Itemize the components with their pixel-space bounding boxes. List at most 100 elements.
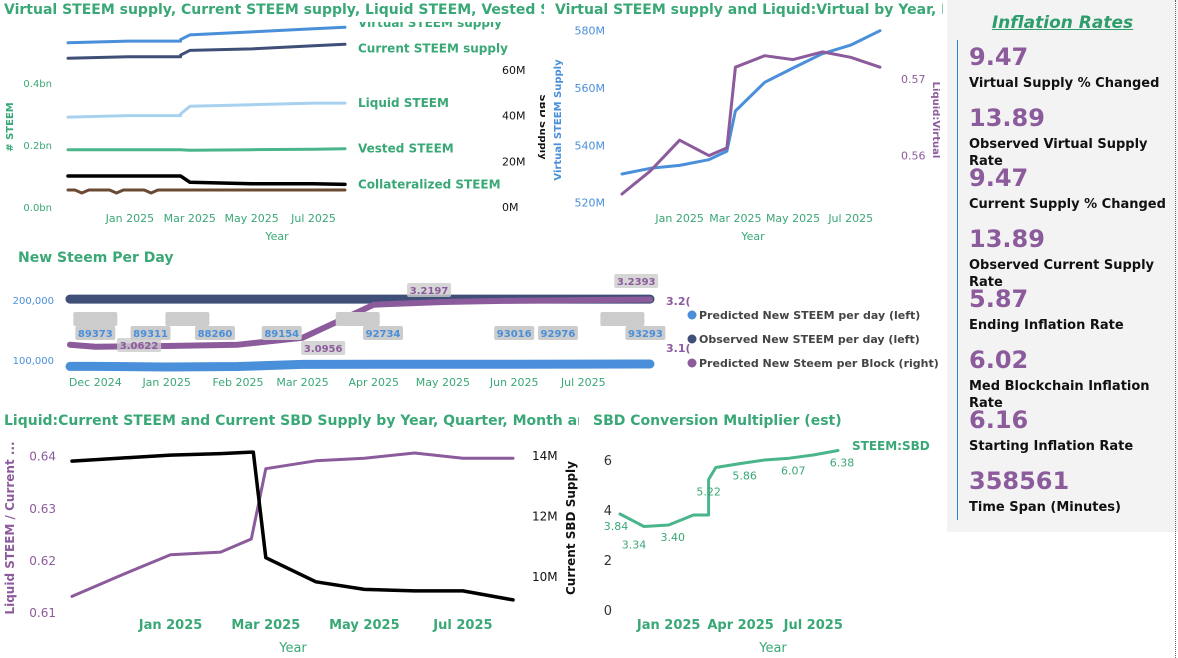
y-tick-left: 560M bbox=[575, 82, 606, 95]
right-edge-label: 3.2( bbox=[666, 295, 691, 308]
predicted-value-label: 89311 bbox=[133, 329, 168, 340]
point-label: 6.38 bbox=[830, 457, 855, 470]
label-box bbox=[195, 326, 235, 340]
point-label: 3.84 bbox=[604, 520, 629, 533]
series-label: Liquid STEEM bbox=[358, 96, 449, 110]
y-tick: 4 bbox=[604, 504, 612, 519]
x-tick: Dec 2024 bbox=[69, 376, 122, 389]
kpi-value: 6.16 bbox=[969, 406, 1029, 434]
x-axis-label: Year bbox=[740, 230, 765, 243]
predicted-value-label: 89154 bbox=[264, 329, 299, 340]
label-box bbox=[537, 326, 578, 340]
panel5-title: SBD Conversion Multiplier (est) bbox=[593, 413, 842, 429]
kpi-label: Current Supply % Changed bbox=[969, 197, 1166, 212]
y-tick-right: 12M bbox=[532, 509, 558, 523]
x-tick: Mar 2025 bbox=[164, 212, 216, 225]
y-tick-right: 10M bbox=[532, 570, 558, 584]
point-label: 6.07 bbox=[781, 464, 806, 477]
panel2-title: Virtual STEEM supply and Liquid:Virtual … bbox=[555, 2, 943, 18]
y-tick-left: 0.61 bbox=[29, 606, 56, 620]
per-block-value-label: 3.2197 bbox=[410, 286, 449, 297]
point-label: 3.34 bbox=[622, 539, 647, 552]
x-tick: Feb 2025 bbox=[213, 376, 264, 389]
point-label: 3.40 bbox=[660, 531, 685, 544]
series-label: STEEM:SBD bbox=[852, 439, 930, 453]
inflation-rates-panel: Inflation Rates 9.47 Virtual Supply % Cha… bbox=[947, 0, 1178, 532]
series-label: Current STEEM supply bbox=[358, 41, 508, 55]
y-tick-right: 40M bbox=[502, 110, 526, 123]
y-axis-label-right: SBD Supply bbox=[537, 94, 545, 160]
predicted-value-label: 92976 bbox=[541, 329, 576, 340]
predicted-value-label: 93293 bbox=[628, 329, 663, 340]
y-tick: 2 bbox=[604, 554, 612, 569]
y-tick-left: 100,000 bbox=[13, 356, 54, 367]
y-tick-left: 520M bbox=[575, 197, 606, 210]
border-line bbox=[1175, 0, 1176, 658]
x-tick: Jan 2025 bbox=[141, 376, 190, 389]
kpi-card: 9.47 Virtual Supply % Changed bbox=[969, 44, 1159, 92]
series-line bbox=[66, 25, 347, 45]
predicted-value-label: 92734 bbox=[366, 329, 401, 340]
y-axis-label-right: Current SBD Supply bbox=[564, 461, 578, 595]
y-tick-right: 20M bbox=[502, 155, 526, 168]
sbd-supply-line bbox=[70, 450, 515, 602]
y-tick-left: 0.63 bbox=[29, 502, 56, 516]
y-tick-right: 60M bbox=[502, 64, 526, 77]
predicted-value-label: 88260 bbox=[198, 329, 233, 340]
kpi-value: 9.47 bbox=[969, 164, 1029, 192]
panel5-chart: 6 4 2 0 Jan 2025 Apr 2025 Jul 2025 Year STEEM:SB… bbox=[604, 439, 930, 656]
point-label: 5.86 bbox=[732, 470, 757, 483]
predicted-value-label: 89373 bbox=[78, 329, 113, 340]
x-tick: May 2025 bbox=[225, 212, 279, 225]
kpi-value: 13.89 bbox=[969, 103, 1045, 132]
kpi-label: Time Span (Minutes) bbox=[969, 499, 1121, 515]
x-tick: May 2025 bbox=[416, 376, 470, 389]
y-tick-right: 0.56 bbox=[901, 150, 926, 163]
x-tick: Jan 2025 bbox=[138, 618, 203, 633]
x-tick: Apr 2025 bbox=[349, 376, 400, 389]
series-line bbox=[66, 174, 347, 187]
series-line bbox=[66, 147, 347, 152]
label-box bbox=[600, 312, 645, 326]
kpi-value: 358561 bbox=[969, 466, 1070, 495]
label-box bbox=[117, 338, 162, 352]
liquid-virtual-line bbox=[620, 50, 882, 196]
x-tick: Jul 2025 bbox=[783, 618, 843, 633]
right-edge-label: 3.1( bbox=[666, 342, 691, 355]
x-tick: Jan 2025 bbox=[654, 212, 703, 225]
point-label: 5.22 bbox=[696, 486, 721, 499]
label-box bbox=[625, 326, 666, 340]
x-axis-label: Year bbox=[758, 641, 787, 656]
y-tick-left: 0.64 bbox=[29, 450, 56, 464]
legend-label: Predicted New Steem per Block (right) bbox=[699, 357, 939, 370]
legend-label: Observed New STEEM per day (left) bbox=[699, 333, 920, 346]
label-box bbox=[494, 326, 535, 340]
y-tick-left: 540M bbox=[575, 139, 606, 152]
kpi-value: 9.47 bbox=[969, 43, 1029, 71]
kpi-label: Virtual Supply % Changed bbox=[969, 76, 1160, 91]
x-axis-label: Year bbox=[264, 230, 289, 243]
kpi-card: 6.02 Med Blockchain Inflation Rate bbox=[969, 347, 1178, 412]
y-axis-label-left: # STEEM bbox=[5, 102, 16, 152]
x-tick: Jan 2025 bbox=[636, 618, 701, 633]
multiplier-line bbox=[618, 449, 840, 528]
predicted-line bbox=[65, 359, 655, 372]
label-box bbox=[301, 341, 346, 355]
per-block-value-label: 3.0956 bbox=[304, 344, 343, 355]
per-block-value-label: 3.2393 bbox=[617, 277, 656, 288]
x-tick: Mar 2025 bbox=[231, 618, 300, 633]
label-box bbox=[363, 326, 404, 340]
x-axis-label: Year bbox=[278, 641, 307, 656]
x-tick: Jun 2025 bbox=[489, 376, 539, 389]
label-box bbox=[75, 326, 116, 340]
kpi-label: Ending Inflation Rate bbox=[969, 318, 1124, 333]
legend-marker bbox=[687, 310, 697, 320]
x-tick: May 2025 bbox=[766, 212, 820, 225]
x-tick: Jul 2025 bbox=[432, 618, 492, 633]
kpi-card: 6.16 Starting Inflation Rate bbox=[969, 407, 1133, 455]
x-tick: Jan 2025 bbox=[105, 212, 154, 225]
kpi-value: 13.89 bbox=[969, 224, 1045, 253]
x-tick: Apr 2025 bbox=[707, 618, 774, 633]
y-tick-right: 0.57 bbox=[901, 73, 926, 86]
legend-marker bbox=[687, 358, 697, 368]
